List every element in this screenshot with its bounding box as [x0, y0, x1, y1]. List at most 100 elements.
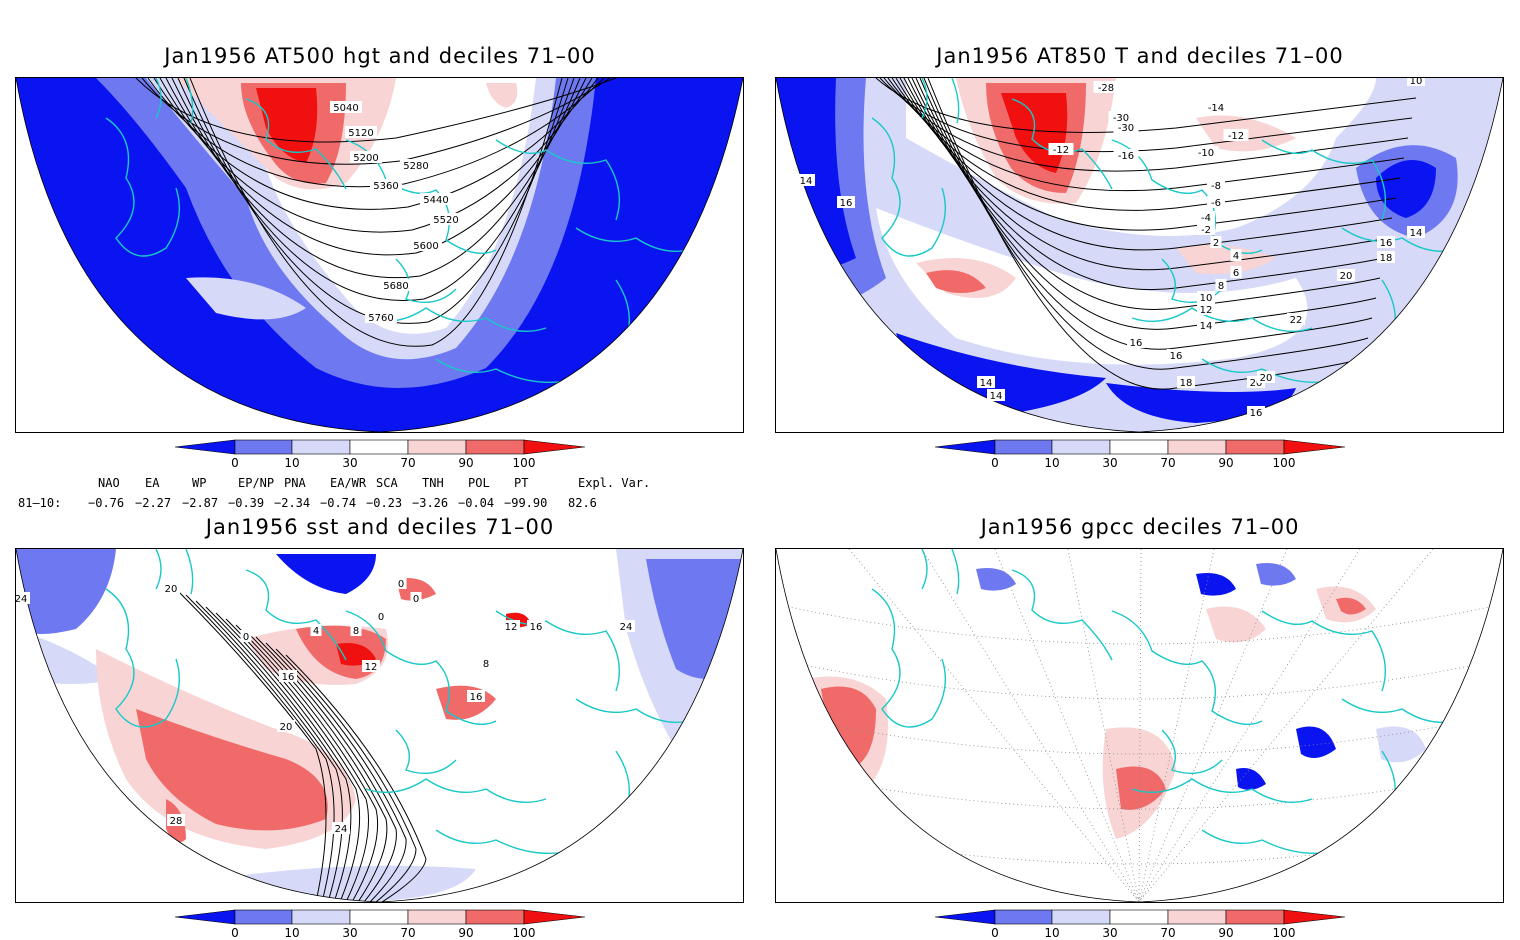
contour-line [265, 642, 407, 902]
teleconnection-header: TNH [422, 476, 444, 490]
colorbar-arrow-high [1283, 909, 1346, 925]
colorbar-tick-label: 70 [400, 456, 415, 470]
contour-label: -30 [1113, 121, 1139, 134]
colorbar-tick-label: 70 [1160, 926, 1175, 940]
contour-label: 16 [1247, 406, 1265, 419]
svg-text:5520: 5520 [433, 215, 458, 226]
svg-text:14: 14 [1410, 228, 1423, 239]
contour-label: 5120 [345, 126, 377, 139]
teleconnection-value: −0.74 [320, 496, 357, 510]
colorbar-tick-label: 30 [342, 456, 357, 470]
colorbar-tick-label: 0 [231, 926, 239, 940]
teleconnection-header: SCA [376, 476, 398, 490]
title-t850: Jan1956 AT850 T and deciles 71–00 [936, 44, 1344, 68]
map-boundary [776, 78, 1503, 432]
decile-field-high [926, 270, 986, 293]
colorbar-tick-label: 100 [1273, 456, 1296, 470]
svg-text:-30: -30 [1113, 113, 1129, 124]
coastline-segment [105, 588, 181, 728]
map-panel-gpcc [775, 548, 1504, 903]
svg-text:5280: 5280 [403, 161, 428, 172]
coastline-segment [575, 227, 697, 253]
colorbar-tick-label: 10 [1044, 926, 1059, 940]
svg-text:16: 16 [470, 692, 483, 703]
contour-label: 12 [1197, 303, 1215, 316]
colorbar-segment [407, 909, 467, 925]
contour-label: 5360 [370, 179, 402, 192]
teleconnection-header: NAO [98, 476, 120, 490]
contour-labels: 24200004812162024281612816240 [16, 577, 635, 835]
contour-label: 5760 [365, 311, 397, 324]
colorbar-gpcc: 0 10 30 70 90 100 [934, 909, 1346, 940]
svg-text:12: 12 [1200, 305, 1213, 316]
svg-text:0: 0 [378, 612, 384, 623]
contour-line [175, 588, 327, 902]
graticule [776, 549, 1503, 902]
coastline-segment [245, 569, 347, 661]
colorbar-segment [994, 439, 1053, 455]
colorbar-hgt500: 0 10 30 70 90 100 [174, 439, 586, 472]
decile-field-high [1116, 766, 1166, 810]
contour-label: 12 [502, 620, 520, 633]
map-hgt500: 5040 5120 5200 5280 5360 5440 5520 5600 5680 5760 [16, 78, 743, 432]
contour-label: 18 [1377, 251, 1395, 264]
decile-field-low [1296, 726, 1336, 758]
contour-label: 16 [1127, 336, 1145, 349]
colorbar-t850: 0 10 30 70 90 100 [934, 439, 1346, 472]
contour-line [899, 78, 1393, 251]
coastline-segment [1111, 610, 1263, 725]
colorbar-arrow-low [934, 439, 996, 455]
contour-label: 10 [1407, 78, 1425, 87]
contour-label: -12 [1223, 129, 1249, 142]
svg-text:5680: 5680 [383, 281, 408, 292]
contour-line [891, 78, 1401, 211]
teleconnection-value: −2.27 [135, 496, 172, 510]
teleconnection-header: WP [192, 476, 207, 490]
teleconnection-header: Expl. Var. [578, 476, 651, 490]
svg-text:20: 20 [1250, 378, 1263, 389]
svg-text:16: 16 [840, 198, 853, 209]
contour-line [285, 654, 427, 902]
colorbar-segment [291, 909, 351, 925]
colorbar-segment [349, 439, 409, 455]
contour-line [887, 78, 1405, 192]
colorbar-svg: 0 10 30 70 90 100 [174, 909, 586, 940]
colorbar-arrow-high [1283, 439, 1346, 455]
coastline-segment [395, 729, 457, 774]
contour-line [195, 600, 343, 902]
coastline-segment [345, 610, 497, 725]
contour-label: 4 [1230, 249, 1242, 262]
svg-text:16: 16 [1170, 351, 1183, 362]
teleconnection-value: −2.34 [274, 496, 311, 510]
decile-field-mid-low [1256, 563, 1296, 586]
svg-text:5600: 5600 [413, 241, 438, 252]
svg-text:-12: -12 [1228, 131, 1244, 142]
decile-field-low [1236, 768, 1266, 790]
decile-field-high [136, 709, 328, 831]
svg-text:5120: 5120 [348, 128, 373, 139]
coastline-segment [1111, 139, 1263, 254]
coastline-segment [155, 549, 194, 595]
map-t850: -28-30-30-14-12-10-12-16-8-6-4-224681012… [776, 78, 1503, 432]
contour-label: 8 [350, 624, 362, 637]
colorbar-tick-label: 90 [458, 926, 473, 940]
contour-line [147, 78, 605, 188]
colorbar-segment [1051, 909, 1111, 925]
svg-text:4: 4 [313, 626, 319, 637]
colorbar-segment [407, 439, 467, 455]
contour-label: 5200 [350, 151, 382, 164]
colorbar-arrow-low [174, 909, 236, 925]
colorbar-tick-label: 100 [513, 926, 536, 940]
contour-label: 20 [1257, 371, 1275, 384]
teleconnection-value: −0.23 [366, 496, 403, 510]
decile-field-light-high [1206, 606, 1266, 643]
temperature-contours [875, 78, 1417, 390]
svg-text:-14: -14 [1208, 103, 1224, 114]
svg-text:0: 0 [413, 594, 419, 605]
map-boundary [776, 549, 1503, 902]
contour-label: 8 [1215, 279, 1227, 292]
teleconnection-header: POL [468, 476, 490, 490]
svg-text:4: 4 [1233, 251, 1239, 262]
colorbar-tick-label: 10 [284, 456, 299, 470]
teleconnection-header: PT [514, 476, 529, 490]
